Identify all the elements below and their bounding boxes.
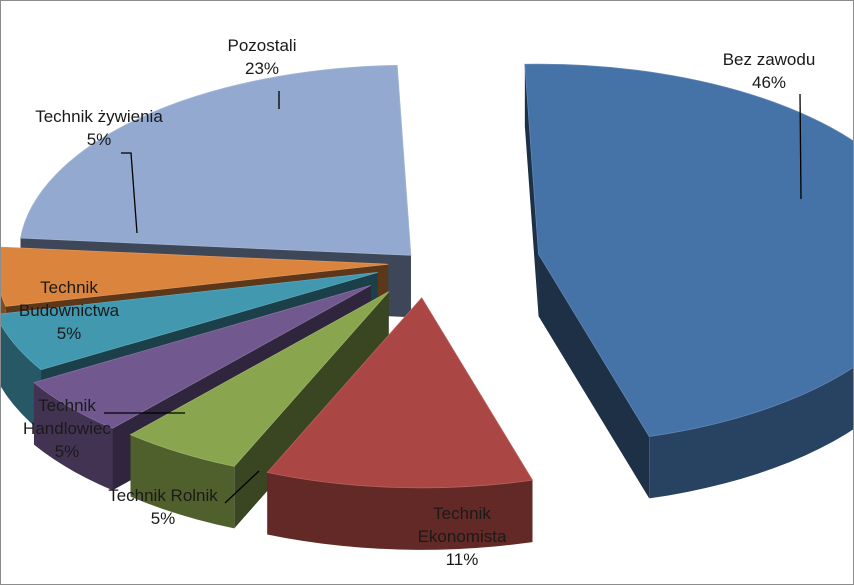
slice-value-label: 5%: [57, 324, 82, 343]
leader-line: [799, 93, 802, 200]
slice-category-label: Technik: [38, 396, 96, 415]
pie-slice: [266, 297, 534, 489]
slice-value-label: 11%: [446, 550, 479, 569]
pie-slice: [33, 284, 371, 429]
pie-slice-rim: [130, 434, 235, 529]
slice-value-label: 5%: [151, 509, 176, 528]
pie-slice: [20, 64, 412, 256]
pie-slice-side: [538, 254, 650, 499]
slice-category-label: Handlowiec: [23, 419, 111, 438]
pie-slice-rim: [33, 382, 113, 491]
pie-slice-rim: [649, 367, 853, 499]
pie-slice: [1, 246, 389, 307]
pie-slice-rim: [1, 324, 42, 432]
pie-slice-side: [524, 64, 539, 317]
slice-value-label: 5%: [55, 442, 80, 461]
slice-category-label: Pozostali: [228, 36, 297, 55]
slice-category-label: Bez zawodu: [723, 50, 816, 69]
slice-category-label: Technik: [433, 504, 491, 523]
pie-slice: [1, 271, 378, 371]
slice-value-label: 46%: [752, 73, 786, 92]
pie-slice: [524, 63, 853, 437]
pie-slice: [129, 291, 389, 467]
slice-category-label: Technik Rolnik: [108, 486, 218, 505]
slice-category-label: Budownictwa: [19, 301, 120, 320]
slice-category-label: Technik żywienia: [35, 107, 163, 126]
slice-category-label: Ekonomista: [418, 527, 507, 546]
pie-slice-rim: [267, 472, 533, 550]
slice-value-label: 5%: [87, 130, 112, 149]
slice-category-label: Technik: [40, 278, 98, 297]
leader-line: [121, 152, 138, 234]
leader-line: [224, 470, 260, 504]
slice-value-label: 23%: [245, 59, 279, 78]
